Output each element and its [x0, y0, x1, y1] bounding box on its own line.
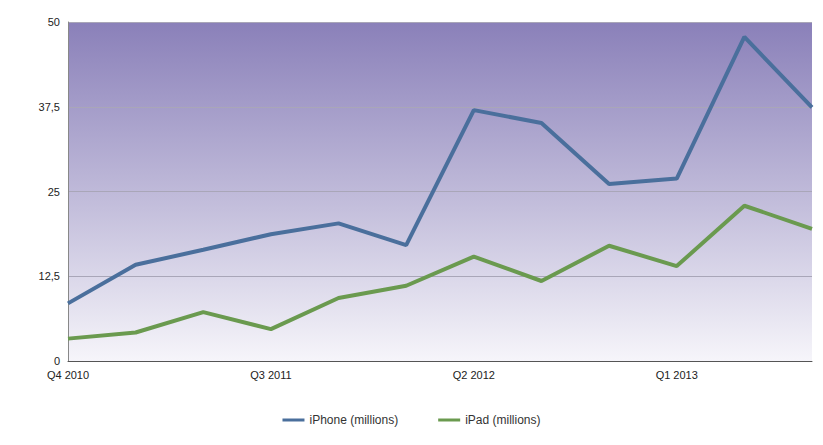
svg-text:Q2 2012: Q2 2012 — [453, 369, 495, 381]
svg-text:iPhone (millions): iPhone (millions) — [309, 413, 398, 427]
svg-text:iPad (millions): iPad (millions) — [465, 413, 540, 427]
svg-text:Q1 2013: Q1 2013 — [656, 369, 698, 381]
svg-text:Q3 2011: Q3 2011 — [250, 369, 291, 381]
svg-text:12,5: 12,5 — [39, 270, 60, 282]
svg-text:25: 25 — [48, 186, 60, 198]
svg-text:50: 50 — [48, 16, 60, 28]
svg-text:Q4 2010: Q4 2010 — [47, 369, 89, 381]
svg-text:0: 0 — [54, 355, 60, 367]
svg-text:37,5: 37,5 — [39, 101, 60, 113]
